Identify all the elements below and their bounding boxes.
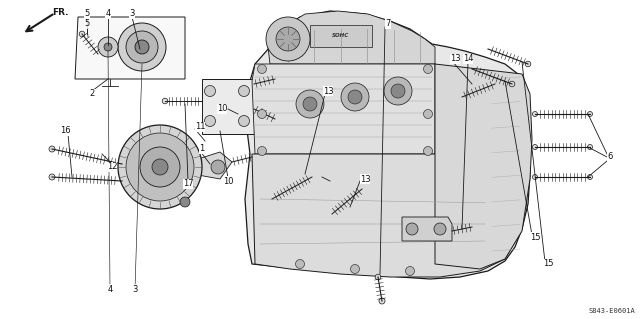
Polygon shape (402, 217, 452, 241)
Circle shape (532, 112, 538, 116)
Circle shape (303, 97, 317, 111)
Circle shape (509, 81, 515, 87)
Circle shape (296, 90, 324, 118)
Text: 12: 12 (107, 162, 117, 172)
Circle shape (532, 145, 538, 150)
Text: 5: 5 (84, 19, 90, 28)
Circle shape (180, 197, 190, 207)
Circle shape (266, 17, 310, 61)
Polygon shape (75, 17, 185, 79)
Circle shape (276, 27, 300, 51)
Circle shape (135, 40, 149, 54)
Circle shape (341, 83, 369, 111)
Circle shape (239, 85, 250, 97)
Circle shape (424, 64, 433, 73)
Polygon shape (245, 11, 530, 279)
Text: 2: 2 (90, 90, 95, 99)
Circle shape (257, 146, 266, 155)
Text: FR.: FR. (52, 9, 68, 18)
Text: 5: 5 (84, 10, 90, 19)
Circle shape (379, 298, 385, 304)
Circle shape (152, 159, 168, 175)
Circle shape (49, 174, 55, 180)
Circle shape (434, 223, 446, 235)
Text: 16: 16 (60, 127, 70, 136)
Circle shape (525, 61, 531, 67)
Circle shape (424, 109, 433, 118)
Text: 11: 11 (195, 122, 205, 131)
Circle shape (104, 43, 112, 51)
Circle shape (375, 274, 381, 280)
Circle shape (257, 109, 266, 118)
Circle shape (79, 31, 85, 37)
Polygon shape (268, 11, 435, 64)
Circle shape (257, 64, 266, 73)
Text: 3: 3 (132, 285, 138, 293)
Text: 13: 13 (323, 86, 333, 95)
Text: 13: 13 (450, 55, 460, 63)
Circle shape (126, 31, 158, 63)
Circle shape (239, 115, 250, 127)
Circle shape (532, 174, 538, 180)
Circle shape (424, 146, 433, 155)
Text: 15: 15 (530, 233, 540, 241)
Circle shape (296, 259, 305, 269)
Text: 10: 10 (217, 105, 227, 114)
Circle shape (348, 90, 362, 104)
Circle shape (406, 266, 415, 276)
Text: SOHC: SOHC (332, 33, 349, 39)
Circle shape (391, 84, 405, 98)
Text: 10: 10 (223, 176, 233, 186)
Circle shape (162, 98, 168, 104)
Circle shape (98, 37, 118, 57)
Polygon shape (252, 64, 435, 154)
Text: 14: 14 (463, 55, 473, 63)
Text: 13: 13 (360, 174, 371, 183)
Circle shape (118, 125, 202, 209)
Text: 4: 4 (108, 285, 113, 293)
Text: 7: 7 (385, 19, 390, 28)
Text: 15: 15 (543, 259, 553, 269)
Circle shape (588, 145, 593, 150)
Polygon shape (252, 154, 522, 277)
Bar (310, 25, 372, 47)
Text: 17: 17 (182, 180, 193, 189)
Circle shape (126, 133, 194, 201)
Circle shape (205, 85, 216, 97)
Circle shape (211, 160, 225, 174)
Circle shape (406, 223, 418, 235)
Text: S843-E0601A: S843-E0601A (588, 308, 635, 314)
Polygon shape (198, 152, 232, 179)
Text: 4: 4 (106, 10, 111, 19)
Circle shape (140, 147, 180, 187)
Circle shape (205, 115, 216, 127)
Polygon shape (435, 64, 532, 269)
Circle shape (351, 264, 360, 273)
Bar (202, 79, 254, 134)
Circle shape (588, 174, 593, 180)
Text: 1: 1 (200, 145, 205, 153)
Text: 6: 6 (607, 152, 612, 161)
Circle shape (384, 77, 412, 105)
Circle shape (118, 23, 166, 71)
Text: 3: 3 (129, 10, 134, 19)
Circle shape (588, 112, 593, 116)
Circle shape (49, 146, 55, 152)
